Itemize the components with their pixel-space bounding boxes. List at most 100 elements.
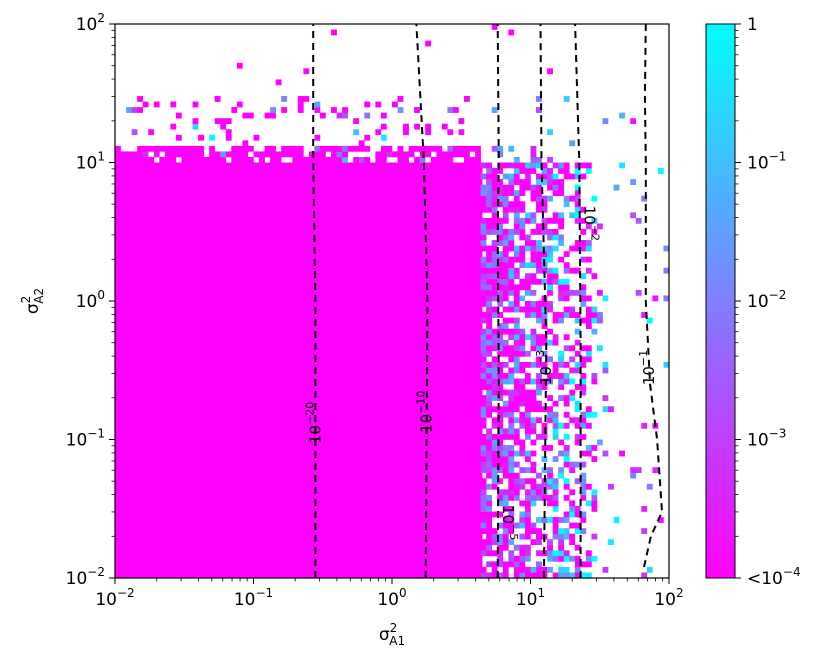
heat-cell [563,162,570,169]
heat-cell [502,256,509,263]
heat-cell [502,262,509,269]
heat-cell [480,328,487,335]
heat-cell [608,406,614,413]
heat-cell [491,107,498,113]
heat-cell [580,162,587,169]
heat-cell [480,223,487,230]
heat-cell [292,145,299,152]
heat-cell [480,289,487,296]
heat-cell [480,406,487,413]
heat-cell [491,450,498,457]
heat-cell [403,123,409,130]
heat-cell [574,206,581,213]
heat-cell [480,350,487,357]
heat-cell [436,156,443,163]
heat-cell [408,151,415,158]
heat-cell [536,312,542,318]
heat-cell [524,411,531,418]
heat-cell [530,278,537,285]
heat-cell [502,572,509,579]
heat-cell [198,151,204,158]
heat-cell [541,168,548,174]
heat-cell [524,511,531,518]
heat-cell [547,245,553,252]
heat-cell [563,312,570,318]
heat-cell [275,151,282,158]
heat-cell [464,145,470,152]
heat-cell [657,168,664,174]
heat-cell [519,223,526,230]
heat-cell [225,129,232,136]
heat-cell [480,400,487,407]
heat-cell [519,245,526,252]
heat-cell [142,151,149,158]
heat-cell [491,328,498,335]
heat-cell [497,145,504,152]
heat-cell [508,173,515,180]
heat-cell [530,262,537,269]
heat-cell [115,156,121,163]
heat-cell [353,118,360,125]
heat-cell [187,156,193,163]
heat-cell [513,162,520,169]
heat-cell [513,555,520,562]
heat-cell [480,217,487,224]
heat-cell [264,145,271,152]
heat-cell [585,483,592,490]
heat-cell [513,339,520,346]
heat-cell [519,162,526,169]
heat-cell [480,483,487,490]
heat-cell [491,472,498,479]
heat-cell [480,544,487,551]
heat-cell [519,422,526,429]
heat-cell [508,201,515,208]
heat-cell [491,461,498,468]
heat-cell [214,156,221,163]
heat-cell [536,361,542,368]
heat-cell [536,107,542,113]
heat-cell [126,151,132,158]
heat-cell [602,367,609,374]
heat-cell [552,489,559,496]
heat-cell [491,251,498,257]
heat-cell [148,145,155,152]
heat-cell [491,217,498,224]
heat-cell [569,572,576,579]
heat-cell [486,350,493,357]
heat-cell [430,145,437,152]
heat-cell [380,156,387,163]
heat-cell [513,212,520,219]
heat-cell [563,289,570,296]
heat-cell [491,334,498,341]
heat-cell [181,145,188,152]
heat-cell [541,251,548,257]
heat-cell [297,145,304,152]
heat-cell [552,245,559,252]
heat-cell [552,173,559,180]
heat-cell [486,500,493,507]
heat-cell [524,517,531,523]
heat-cell [497,262,504,269]
y-axis: 10−2 10−1 100 101 102 [66,11,115,589]
heat-cell [536,96,542,102]
heat-cell [574,317,581,324]
heat-cell [508,522,515,529]
heat-cell [126,156,132,163]
heat-cell [536,489,542,496]
heat-cell [558,284,565,291]
heat-cell [547,168,553,174]
contour-label: 10−2 [581,206,602,241]
heat-cell [591,378,598,385]
heat-cell [547,373,553,379]
heat-cell [491,240,498,246]
heat-cell [508,373,515,379]
heat-cell [574,173,581,180]
heat-cell [524,494,531,501]
heat-cell [541,378,548,385]
heat-cell [524,544,531,551]
heat-cell [264,151,271,158]
heat-cell [536,278,542,285]
heat-cell [536,539,542,546]
heat-cell [552,456,559,462]
heat-cell [491,145,498,152]
